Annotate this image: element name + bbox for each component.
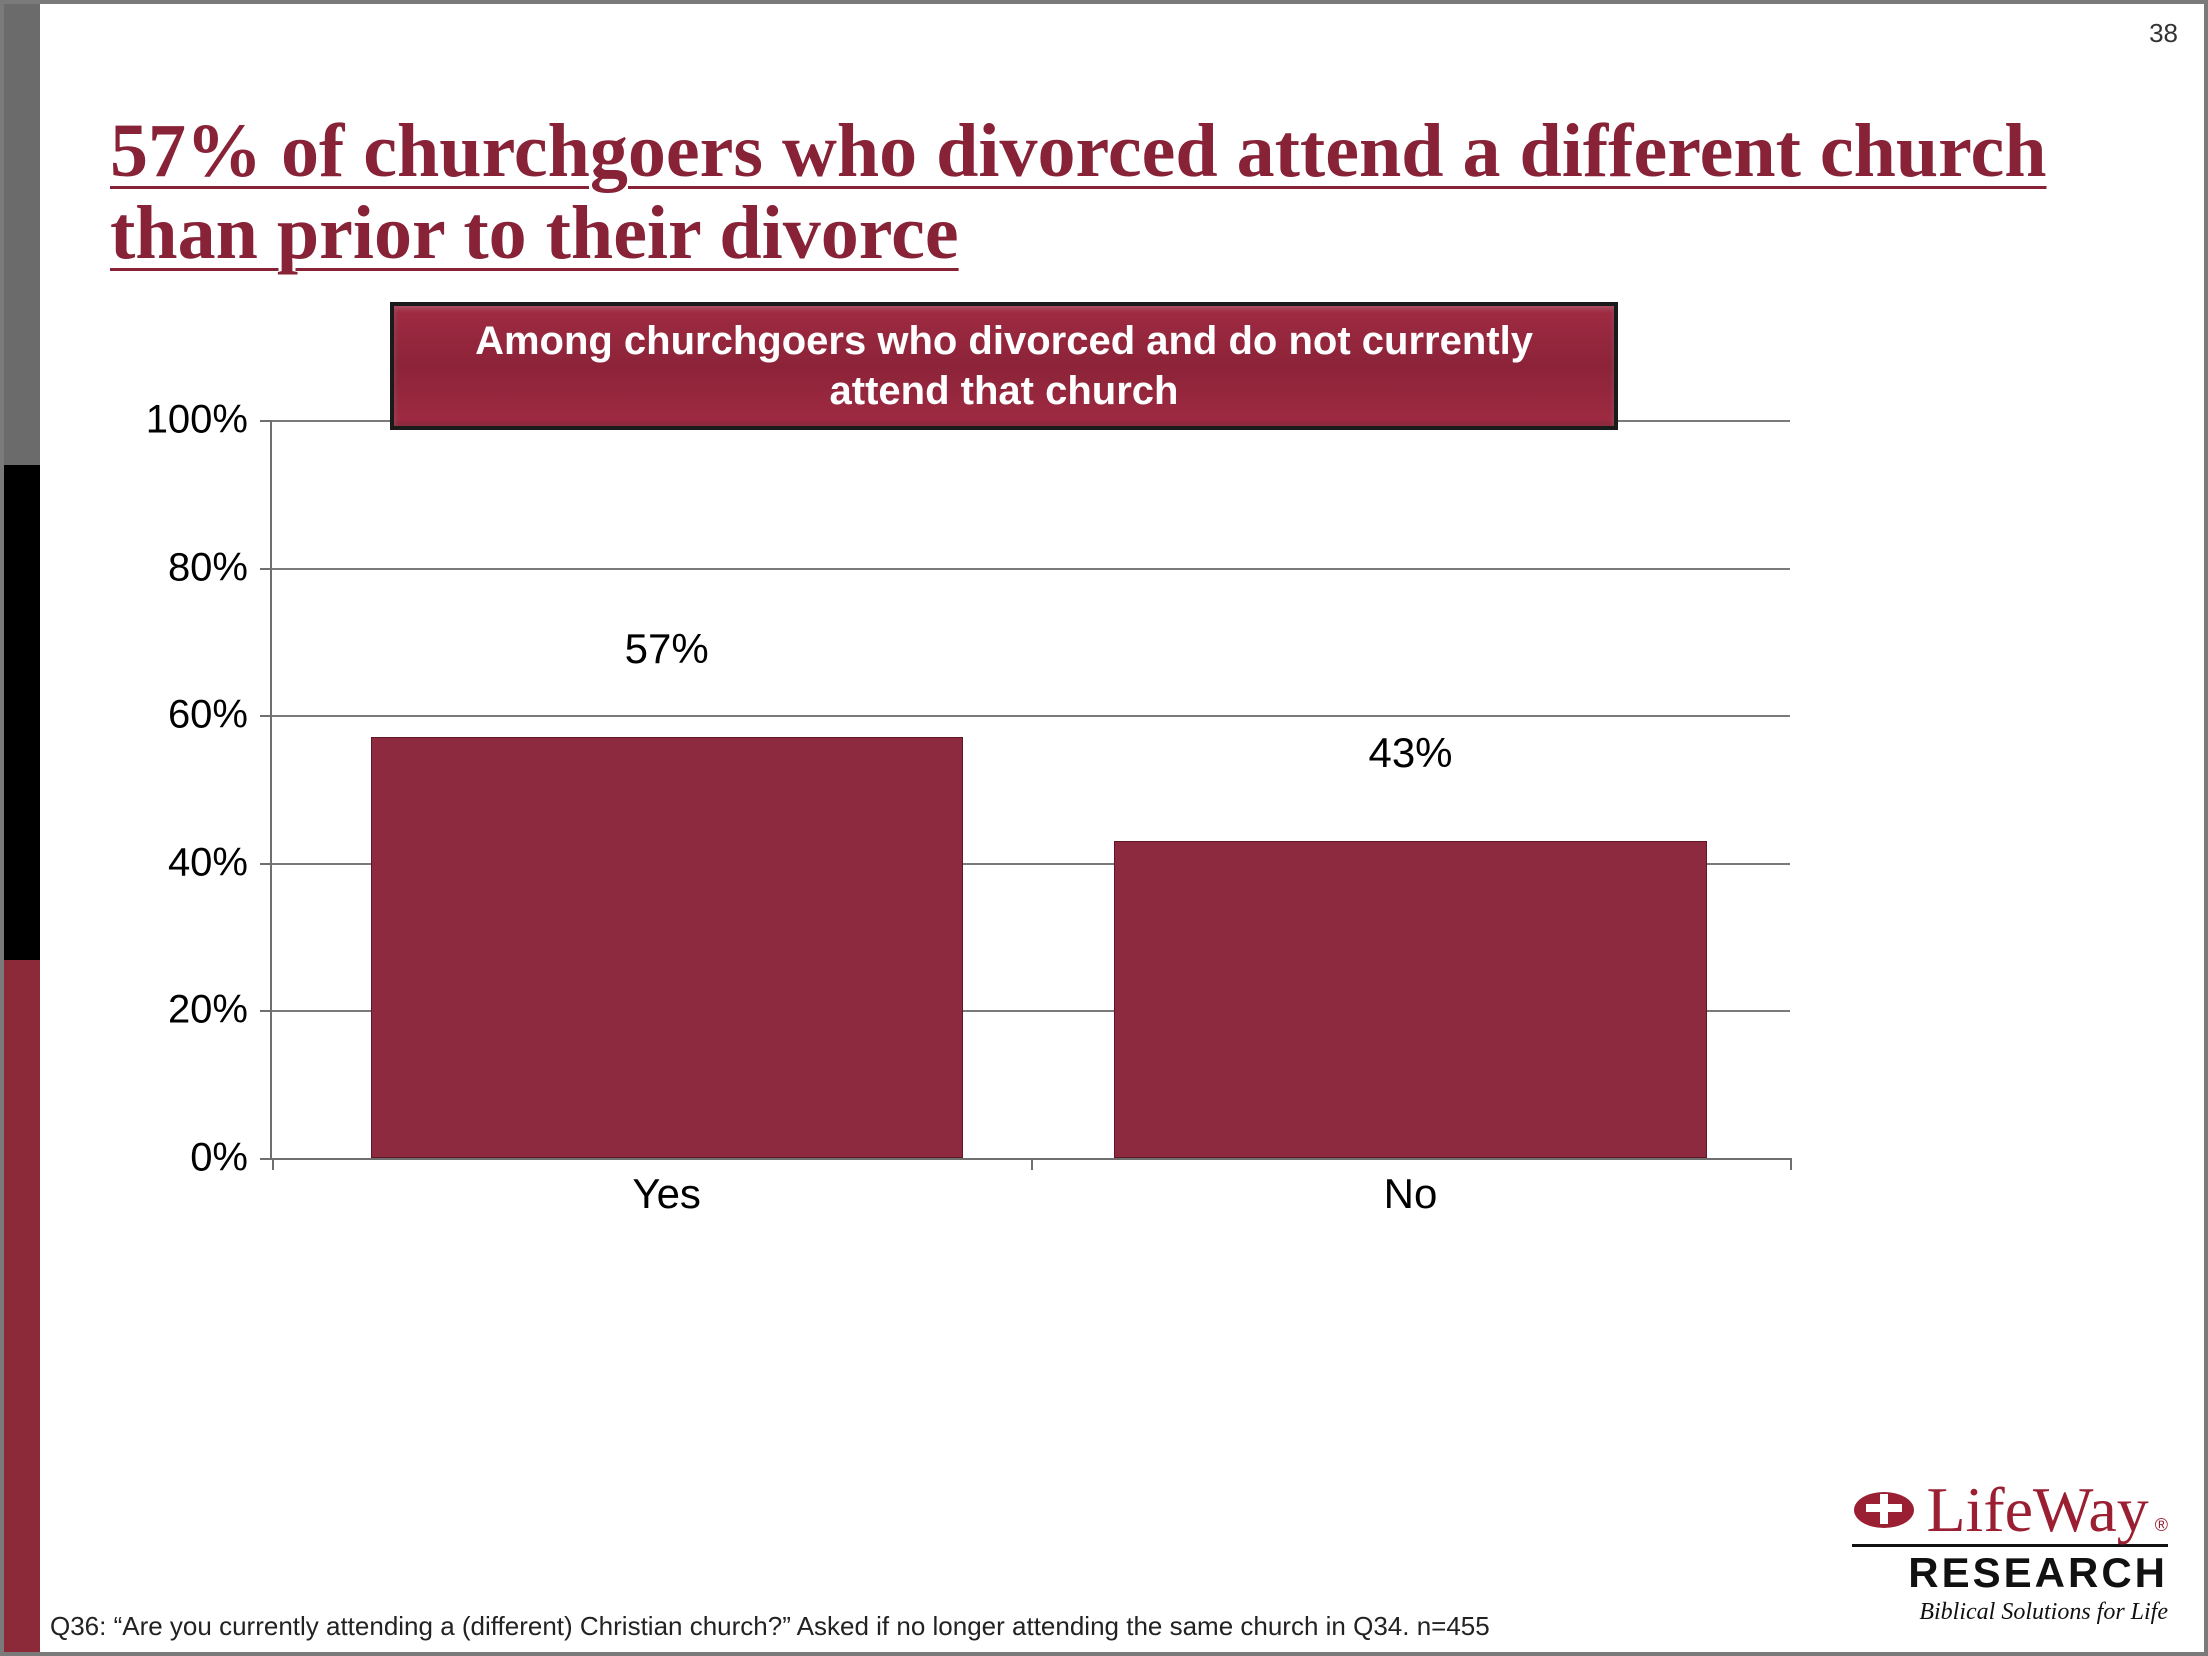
left-accent-strip — [4, 4, 40, 1652]
footnote-text: Q36: “Are you currently attending a (dif… — [50, 1611, 1490, 1642]
y-axis-tick-label: 100% — [132, 398, 262, 443]
y-axis-tick-label: 80% — [132, 545, 262, 590]
chart-gridline — [272, 568, 1790, 570]
logo-tagline-text: Biblical Solutions for Life — [1852, 1599, 2168, 1626]
x-axis-category-label: No — [1384, 1170, 1438, 1218]
y-axis-tick-label: 60% — [132, 693, 262, 738]
y-axis-tick-label: 40% — [132, 840, 262, 885]
bar-value-label: 57% — [625, 625, 709, 681]
strip-segment-gray — [4, 4, 40, 465]
chart-plot-area: 0%20%40%60%80%100%57%Yes43%No — [270, 420, 1790, 1160]
x-tick-mark — [1031, 1158, 1033, 1170]
strip-segment-maroon — [4, 960, 40, 1652]
y-axis-tick-label: 0% — [132, 1136, 262, 1181]
logo-main-row: LifeWay ® — [1852, 1478, 2168, 1542]
strip-segment-black — [4, 465, 40, 959]
logo-subbrand-text: RESEARCH — [1852, 1544, 2168, 1597]
chart-subtitle-banner: Among churchgoers who divorced and do no… — [390, 302, 1618, 430]
logo-mark-icon — [1852, 1486, 1916, 1534]
bar-value-label: 43% — [1368, 729, 1452, 785]
page-number: 38 — [2149, 18, 2178, 49]
x-tick-mark — [1790, 1158, 1792, 1170]
chart-bar — [371, 737, 963, 1158]
y-axis-tick-label: 20% — [132, 988, 262, 1033]
slide-title: 57% of churchgoers who divorced attend a… — [110, 110, 2148, 274]
logo-registered-icon: ® — [2155, 1515, 2168, 1536]
logo-brand-text: LifeWay — [1926, 1478, 2148, 1542]
chart-bar — [1114, 841, 1706, 1158]
lifeway-logo: LifeWay ® RESEARCH Biblical Solutions fo… — [1852, 1478, 2168, 1626]
x-axis-category-label: Yes — [632, 1170, 701, 1218]
x-tick-mark — [272, 1158, 274, 1170]
bar-chart: 0%20%40%60%80%100%57%Yes43%No — [130, 420, 1790, 1220]
chart-gridline — [272, 715, 1790, 717]
